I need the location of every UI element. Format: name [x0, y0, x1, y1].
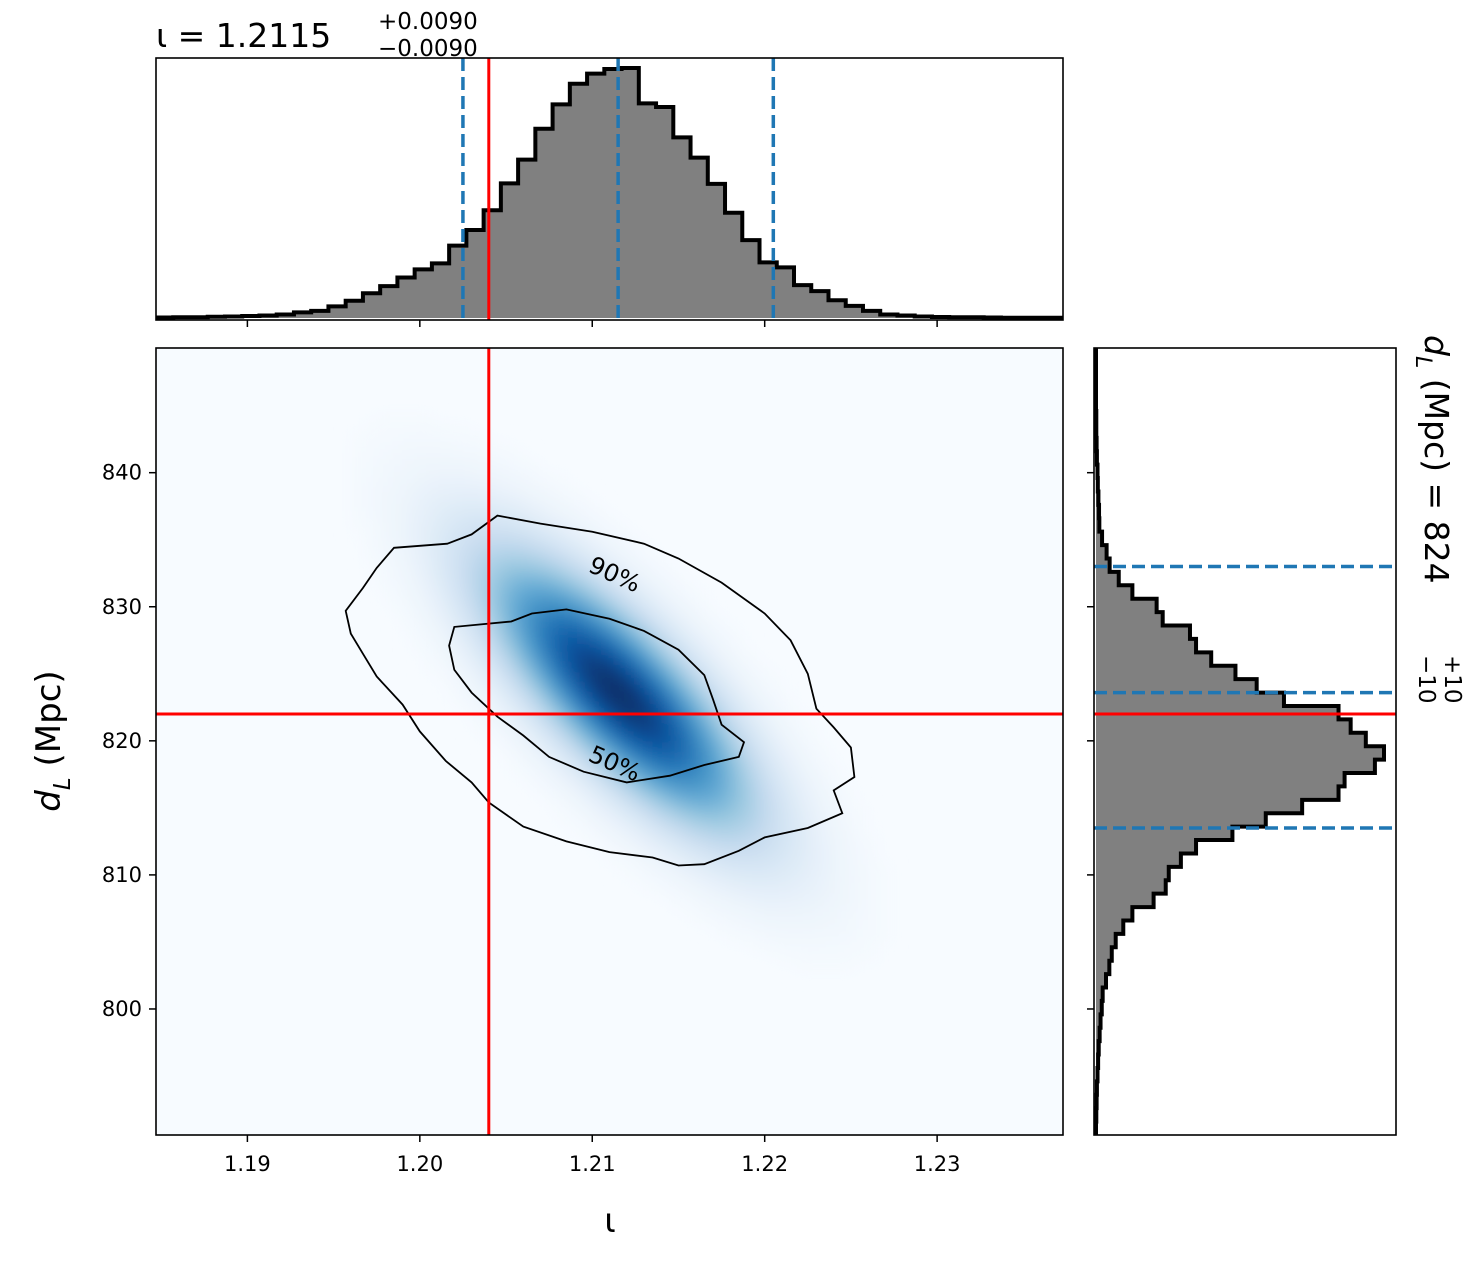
density-heatmap — [349, 411, 893, 975]
joint-panel: 90%50% 1.19 1.20 1.21 1.22 1.238008108208308… — [29, 347, 1064, 1241]
x-marginal-histogram — [156, 66, 1063, 320]
y-histogram-fill — [1096, 348, 1384, 1135]
y-marginal-title-subscript: −10 — [1413, 655, 1439, 704]
x-tick-label-3: 1.22 — [741, 1152, 788, 1176]
y-marginal-histogram — [1094, 348, 1386, 1135]
y-tick-label-4: 840 — [102, 461, 142, 485]
svg-text:dL (Mpc) = 824: dL (Mpc) = 824 — [1410, 335, 1456, 584]
x-marginal-title: ι = 1.2115 — [156, 16, 331, 55]
x-tick-label-2: 1.21 — [569, 1152, 616, 1176]
y-histogram-step — [1094, 348, 1386, 1135]
x-marginal-title-sup: +0.0090 — [378, 9, 478, 35]
x-tick-label-1: 1.20 — [396, 1152, 443, 1176]
y-tick-label-3: 830 — [102, 595, 142, 619]
x-histogram-step — [156, 66, 1063, 320]
x-marginal-ticks — [246, 320, 938, 327]
x-marginal-title-sub: −0.0090 — [378, 36, 478, 62]
x-marginal-lines — [461, 58, 776, 320]
x-marginal-panel: ι = 1.2115 +0.0090 −0.0090 — [155, 9, 1064, 327]
joint-truth-lines — [156, 348, 1063, 1135]
y-axis-label: dL (Mpc) — [29, 670, 76, 811]
contour-90 — [344, 514, 856, 867]
x-tick-label-4: 1.23 — [914, 1152, 961, 1176]
joint-ticks: 1.19 1.20 1.21 1.22 1.23 800 810 820 830 840 — [102, 461, 961, 1176]
y-marginal-panel: dL (Mpc) = 824 +10 −10 — [1087, 335, 1465, 1136]
y-tick-label-2: 820 — [102, 729, 142, 753]
x-axis-label: ι — [604, 1201, 616, 1241]
y-marginal-ticks — [1087, 471, 1094, 1010]
contour-50 — [448, 608, 746, 784]
y-tick-label-0: 800 — [102, 997, 142, 1021]
y-marginal-title: dL (Mpc) = 824 +10 −10 — [1410, 335, 1465, 704]
x-tick-label-0: 1.19 — [224, 1152, 271, 1176]
x-histogram-fill — [156, 68, 1063, 318]
y-marginal-lines — [1094, 564, 1396, 830]
y-tick-label-1: 810 — [102, 863, 142, 887]
y-marginal-title-sup: +10 — [1439, 655, 1465, 704]
